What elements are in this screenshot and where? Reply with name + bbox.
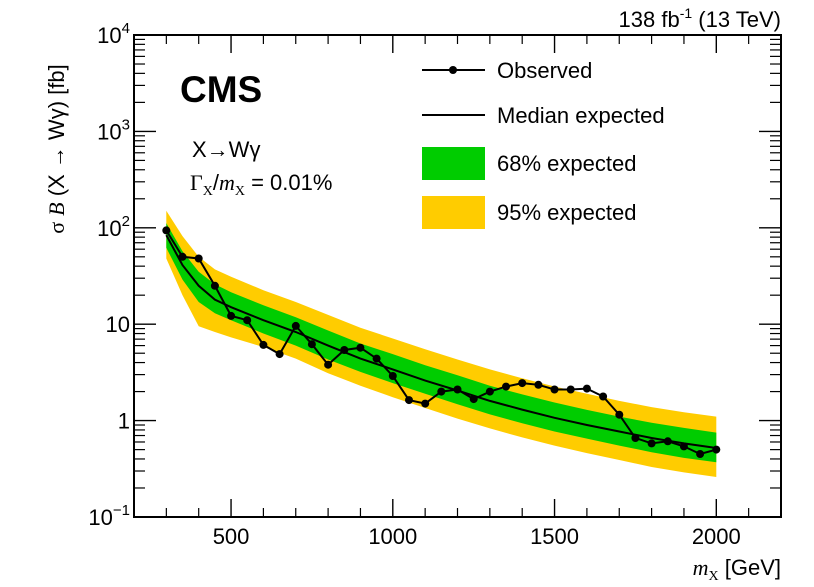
y-tick-base: 10	[106, 312, 130, 337]
process-label: X→Wγ	[192, 137, 260, 162]
observed-point	[259, 340, 268, 349]
width-value: = 0.01%	[245, 170, 332, 195]
expected-bands	[166, 210, 717, 478]
x-tick-label: 1000	[368, 524, 417, 549]
x-tick-label: 2000	[692, 524, 741, 549]
y-tick-label: 10−1	[88, 502, 130, 530]
observed-point	[243, 316, 252, 325]
observed-point	[679, 442, 688, 451]
y-tick-exponent: 3	[122, 116, 130, 133]
y-tick-exponent: −1	[113, 502, 130, 519]
y-tick-exponent: 2	[122, 213, 130, 230]
width-sub2: X	[235, 184, 245, 199]
observed-point	[582, 384, 591, 393]
legend-68-label: 68% expected	[497, 151, 636, 176]
y-tick-label: 10	[106, 312, 130, 337]
y-tick-base: 10	[97, 23, 121, 48]
observed-point	[437, 387, 446, 396]
x-tick-label: 500	[213, 524, 250, 549]
legend-68-swatch	[422, 147, 485, 180]
width-sub1: X	[203, 184, 213, 199]
observed-point	[388, 372, 397, 380]
width-label: ΓX/mX = 0.01%	[190, 170, 332, 199]
observed-point	[453, 385, 462, 394]
observed-point	[210, 281, 219, 290]
limit-lines	[162, 226, 721, 458]
lumi-sup: -1	[680, 5, 693, 21]
lumi-post: (13 TeV)	[692, 7, 781, 32]
y-tick-base: 10	[97, 119, 121, 144]
observed-point	[307, 340, 316, 349]
legend-observed-label: Observed	[497, 58, 592, 83]
observed-point	[356, 343, 365, 352]
y-tick-exponent: 4	[122, 20, 130, 37]
y-tick-label: 103	[97, 116, 130, 144]
observed-point	[712, 445, 721, 454]
experiment-label: CMS	[180, 69, 262, 110]
observed-point	[518, 379, 527, 388]
lumi-pre: 138 fb	[619, 7, 680, 32]
observed-point	[291, 321, 300, 330]
legend: Observed Median expected 68% expected 95…	[422, 58, 665, 229]
observed-point	[550, 385, 559, 394]
band-68-expected	[166, 223, 717, 463]
observed-point	[663, 437, 672, 446]
observed-point	[340, 346, 349, 354]
x-tick-label: 1500	[530, 524, 579, 549]
observed-point	[324, 360, 333, 369]
observed-point	[502, 382, 510, 391]
observed-point	[178, 252, 187, 261]
observed-point	[599, 392, 608, 401]
lumi-label: 138 fb-1 (13 TeV)	[619, 5, 781, 32]
width-slash: /	[213, 170, 220, 195]
observed-point	[647, 439, 656, 448]
y-tick-label: 102	[97, 213, 130, 241]
y-tick-label: 104	[97, 20, 130, 48]
y-label-branching: B	[44, 202, 69, 215]
observed-point	[275, 350, 284, 359]
observed-point	[631, 434, 640, 442]
y-label-sigma: σ	[44, 222, 69, 234]
observed-point	[227, 311, 236, 320]
observed-point	[372, 354, 381, 363]
observed-point	[421, 399, 430, 408]
observed-point	[469, 395, 478, 404]
x-label-var: m	[693, 555, 709, 580]
x-axis-label: mX [GeV]	[693, 555, 781, 584]
legend-95-swatch	[422, 196, 485, 229]
median-expected-line	[165, 234, 717, 449]
width-gamma: Γ	[190, 170, 203, 195]
y-tick-base: 10	[97, 216, 121, 241]
y-tick-base: 10	[88, 505, 112, 530]
observed-point	[162, 226, 171, 235]
legend-median-label: Median expected	[497, 103, 665, 128]
observed-point	[696, 450, 705, 458]
legend-95-label: 95% expected	[497, 200, 636, 225]
observed-point	[405, 396, 413, 405]
y-axis-label: σB (X → Wγ) [fb]	[44, 64, 69, 233]
observed-point	[615, 410, 624, 419]
y-label-process: (X → Wγ) [fb]	[44, 64, 69, 202]
y-tick-base: 1	[118, 409, 130, 434]
x-label-sub: X	[709, 569, 719, 584]
observed-point	[566, 385, 575, 394]
width-m: m	[219, 170, 235, 195]
observed-point	[534, 380, 543, 389]
x-label-unit: [GeV]	[719, 555, 781, 580]
legend-observed-marker	[449, 66, 457, 74]
observed-point	[194, 254, 203, 263]
observed-point	[485, 387, 494, 396]
y-tick-label: 1	[118, 409, 130, 434]
